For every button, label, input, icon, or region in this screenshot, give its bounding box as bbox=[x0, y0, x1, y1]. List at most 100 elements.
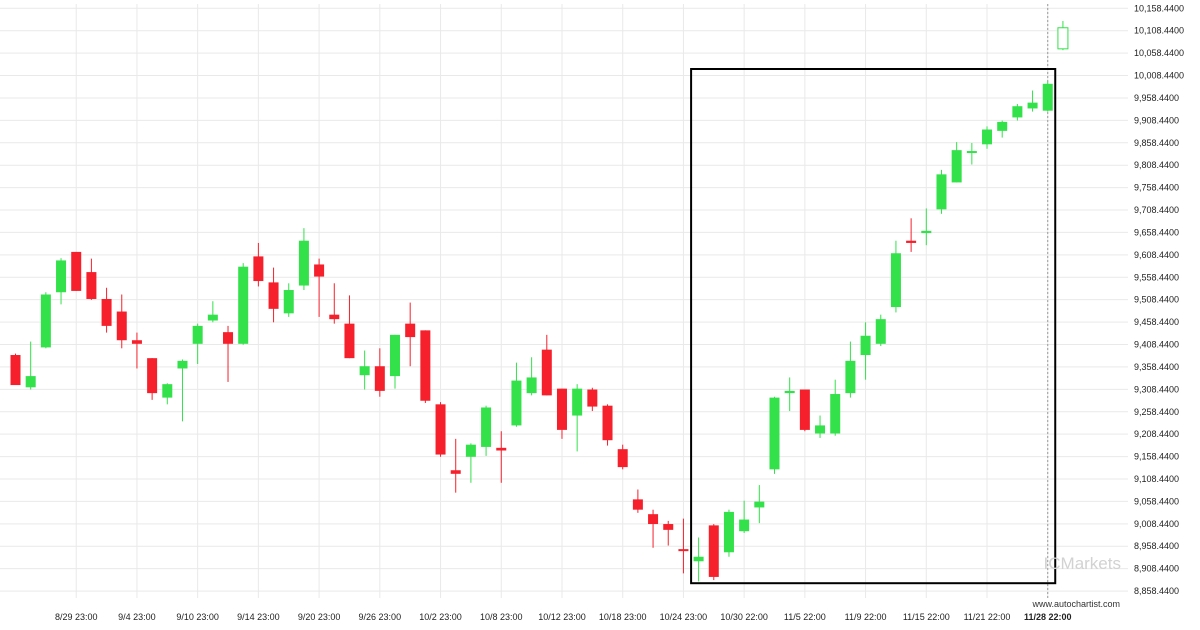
y-tick-label: 9,258.4400 bbox=[1134, 407, 1179, 417]
y-tick-label: 10,108.4400 bbox=[1134, 26, 1184, 36]
x-tick-label: 10/18 23:00 bbox=[599, 612, 647, 622]
x-tick-label: 10/24 23:00 bbox=[660, 612, 708, 622]
candle-body bbox=[131, 340, 142, 344]
x-tick-label: 9/4 23:00 bbox=[118, 612, 156, 622]
candle-body bbox=[71, 251, 82, 291]
candle-body bbox=[1057, 27, 1069, 50]
candle-body bbox=[10, 355, 21, 386]
candle-body bbox=[314, 264, 325, 277]
candle-body bbox=[966, 151, 977, 154]
candle-body bbox=[982, 129, 993, 145]
y-tick-label: 9,308.4400 bbox=[1134, 384, 1179, 394]
time-axis: 8/29 23:00 9/4 23:00 9/10 23:00 9/14 23:00 9… bbox=[55, 612, 1072, 622]
candle-body bbox=[587, 389, 598, 407]
y-tick-label: 9,758.4400 bbox=[1134, 183, 1179, 193]
x-tick-label: 9/26 23:00 bbox=[359, 612, 402, 622]
x-tick-label: 9/14 23:00 bbox=[237, 612, 280, 622]
y-tick-label: 9,358.4400 bbox=[1134, 362, 1179, 372]
candle-body bbox=[268, 282, 279, 309]
candle-body bbox=[101, 298, 112, 326]
candle-body bbox=[223, 332, 234, 344]
x-tick-label: 11/9 22:00 bbox=[845, 612, 887, 622]
y-tick-label: 8,858.4400 bbox=[1134, 586, 1179, 596]
candle-body bbox=[769, 397, 780, 470]
grid-lines bbox=[0, 4, 1128, 598]
candle-body bbox=[875, 319, 886, 344]
y-tick-label: 9,458.4400 bbox=[1134, 317, 1179, 327]
y-tick-label: 9,058.4400 bbox=[1134, 496, 1179, 506]
y-tick-label: 9,808.4400 bbox=[1134, 160, 1179, 170]
candle-body bbox=[754, 501, 765, 508]
broker-logo-text: ICMarkets bbox=[1044, 554, 1121, 573]
y-tick-label: 8,958.4400 bbox=[1134, 541, 1179, 551]
candle-body bbox=[693, 556, 704, 562]
y-tick-label: 9,708.4400 bbox=[1134, 205, 1179, 215]
y-tick-label: 9,208.4400 bbox=[1134, 429, 1179, 439]
y-tick-label: 9,158.4400 bbox=[1134, 452, 1179, 462]
candle-body bbox=[86, 272, 97, 299]
candle-body bbox=[526, 377, 537, 394]
candle-body bbox=[997, 121, 1008, 131]
y-tick-label: 9,408.4400 bbox=[1134, 340, 1179, 350]
x-tick-label: 9/20 23:00 bbox=[298, 612, 341, 622]
candle-body bbox=[921, 230, 932, 234]
y-tick-label: 9,908.4400 bbox=[1134, 115, 1179, 125]
candle-body bbox=[784, 390, 795, 394]
candle-body bbox=[283, 290, 294, 314]
candle-body bbox=[951, 150, 962, 183]
y-tick-label: 10,058.4400 bbox=[1134, 48, 1184, 58]
y-tick-label: 9,008.4400 bbox=[1134, 519, 1179, 529]
candle-body bbox=[860, 335, 871, 356]
candle-body bbox=[799, 389, 810, 430]
candle-body bbox=[1027, 102, 1038, 109]
y-tick-label: 9,608.4400 bbox=[1134, 250, 1179, 260]
candles-layer bbox=[10, 21, 1069, 582]
candle-body bbox=[617, 449, 628, 468]
candle-body bbox=[1042, 83, 1053, 111]
candle-body bbox=[405, 323, 416, 338]
candle-body bbox=[329, 314, 340, 320]
candle-body bbox=[344, 323, 355, 359]
candle-body bbox=[40, 294, 51, 348]
y-tick-label: 8,908.4400 bbox=[1134, 564, 1179, 574]
y-tick-label: 9,108.4400 bbox=[1134, 474, 1179, 484]
candle-body bbox=[723, 511, 734, 553]
candle-body bbox=[815, 425, 826, 434]
candle-body bbox=[708, 525, 719, 577]
candle-body bbox=[374, 366, 385, 391]
candle-body bbox=[238, 266, 249, 344]
x-tick-label: 10/12 23:00 bbox=[538, 612, 586, 622]
candle-body bbox=[511, 380, 522, 426]
candle-body bbox=[648, 514, 659, 525]
candle-body bbox=[450, 470, 461, 474]
x-tick-label: 11/5 22:00 bbox=[784, 612, 826, 622]
candle-body bbox=[632, 499, 643, 510]
x-tick-label: 11/28 22:00 bbox=[1024, 612, 1072, 622]
candle-body bbox=[906, 240, 917, 243]
y-tick-label: 9,858.4400 bbox=[1134, 138, 1179, 148]
candle-body bbox=[116, 311, 127, 341]
y-tick-label: 9,658.4400 bbox=[1134, 227, 1179, 237]
y-tick-label: 9,958.4400 bbox=[1134, 93, 1179, 103]
price-axis: 10,158.4400 10,108.4400 10,058.4400 10,008.… bbox=[1134, 3, 1184, 596]
candle-body bbox=[177, 360, 188, 369]
candle-body bbox=[435, 404, 446, 455]
x-tick-label: 11/15 22:00 bbox=[903, 612, 950, 622]
candle-body bbox=[192, 325, 203, 344]
x-tick-label: 10/2 23:00 bbox=[419, 612, 462, 622]
candle-body bbox=[936, 174, 947, 210]
y-tick-label: 10,008.4400 bbox=[1134, 71, 1184, 81]
candle-body bbox=[298, 240, 309, 286]
candle-body bbox=[147, 358, 158, 394]
x-tick-label: 10/8 23:00 bbox=[480, 612, 523, 622]
y-tick-label: 9,558.4400 bbox=[1134, 272, 1179, 282]
x-tick-label: 9/10 23:00 bbox=[176, 612, 219, 622]
candle-body bbox=[253, 256, 264, 282]
candle-body bbox=[572, 388, 583, 416]
candle-body bbox=[830, 394, 841, 434]
x-tick-label: 10/30 22:00 bbox=[720, 612, 768, 622]
candle-body bbox=[207, 314, 218, 321]
candle-body bbox=[739, 519, 750, 532]
candle-body bbox=[678, 549, 689, 552]
